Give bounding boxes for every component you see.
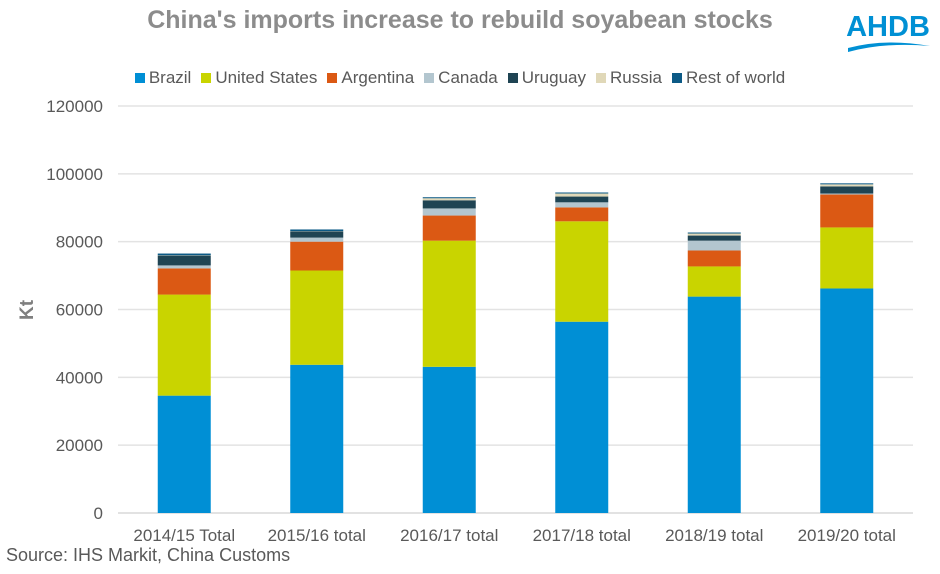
y-tick-label: 120000 xyxy=(46,97,103,116)
legend-item: Rest of world xyxy=(671,68,786,88)
bar-segment-brazil xyxy=(555,321,609,513)
bar-segment-uruguay xyxy=(422,200,476,209)
bar-segment-argentina xyxy=(422,215,476,241)
bar-segment-brazil xyxy=(290,364,344,513)
legend-swatch xyxy=(507,73,518,83)
x-tick-label: 2019/20 total xyxy=(798,526,896,545)
chart-title: China's imports increase to rebuild soya… xyxy=(147,6,773,34)
bar-segment-uruguay xyxy=(157,255,211,266)
y-tick-label: 20000 xyxy=(56,436,103,455)
bar-segment-canada xyxy=(555,202,609,208)
bar-segment-united-states xyxy=(290,270,344,365)
x-tick-label: 2015/16 total xyxy=(268,526,366,545)
legend-label: Uruguay xyxy=(521,68,586,87)
bar-segment-rest-of-world xyxy=(422,197,476,199)
x-tick-label: 2016/17 total xyxy=(400,526,498,545)
legend-item: Russia xyxy=(596,68,662,88)
bar-segment-canada xyxy=(290,237,344,242)
bar-segment-russia xyxy=(422,198,476,201)
bar-segment-united-states xyxy=(820,227,874,289)
legend-item: Argentina xyxy=(327,68,414,88)
legend-label: Argentina xyxy=(341,68,415,87)
y-tick-label: 0 xyxy=(94,504,103,523)
bar-segment-united-states xyxy=(555,221,609,322)
bar-segment-argentina xyxy=(290,241,344,271)
bar-segment-canada xyxy=(820,193,874,195)
bar-segment-argentina xyxy=(157,268,211,295)
bar-segment-rest-of-world xyxy=(555,192,609,194)
source-note: Source: IHS Markit, China Customs xyxy=(6,545,291,565)
bar-segment-argentina xyxy=(555,207,609,222)
bar-segment-uruguay xyxy=(687,235,741,241)
bar-segment-russia xyxy=(555,193,609,197)
legend-item: Uruguay xyxy=(507,68,586,88)
legend-item: United States xyxy=(201,68,317,88)
bar-segment-brazil xyxy=(820,288,874,513)
bar-segment-united-states xyxy=(687,266,741,297)
legend-swatch xyxy=(596,73,606,83)
bar-segment-rest-of-world xyxy=(687,232,741,234)
legend-swatch xyxy=(424,73,435,83)
bar-segment-russia xyxy=(820,184,874,187)
legend-label: United States xyxy=(215,68,318,87)
y-axis-label: Kt xyxy=(17,299,38,320)
y-tick-label: 40000 xyxy=(56,368,103,387)
y-tick-label: 80000 xyxy=(56,233,103,252)
x-tick-label: 2017/18 total xyxy=(533,526,631,545)
y-tick-label: 100000 xyxy=(46,165,103,184)
legend-swatch xyxy=(671,73,682,83)
x-tick-label: 2018/19 total xyxy=(665,526,763,545)
legend-label: Brazil xyxy=(148,68,192,87)
bar-segment-canada xyxy=(687,240,741,251)
bar-segment-canada xyxy=(157,265,211,269)
legend-item: Canada xyxy=(424,68,498,88)
legend-item: Brazil xyxy=(134,68,192,88)
legend: Brazil United States Argentina Canada Urugua… xyxy=(0,68,920,88)
bar-segment-brazil xyxy=(422,366,476,513)
legend-swatch xyxy=(201,73,212,83)
bar-segment-russia xyxy=(687,233,741,236)
y-tick-label: 60000 xyxy=(56,301,103,320)
bar-segment-brazil xyxy=(157,395,211,513)
svg-text:AHDB: AHDB xyxy=(846,11,930,43)
x-tick-label: 2014/15 Total xyxy=(133,526,235,545)
bar-segment-brazil xyxy=(687,296,741,513)
bar-segment-uruguay xyxy=(555,196,609,203)
bar-segment-uruguay xyxy=(290,231,344,238)
bar-segment-uruguay xyxy=(820,186,874,194)
legend-swatch xyxy=(134,73,145,83)
bar-segment-united-states xyxy=(422,240,476,367)
ahdb-logo: AHDB xyxy=(846,11,930,52)
bar-segment-rest-of-world xyxy=(290,229,344,232)
bar-segment-argentina xyxy=(820,194,874,228)
legend-label: Russia xyxy=(610,68,662,87)
legend-swatch xyxy=(327,73,338,83)
bar-segment-rest-of-world xyxy=(157,253,211,256)
bar-segment-canada xyxy=(422,208,476,216)
bar-segment-rest-of-world xyxy=(820,183,874,185)
bar-segment-argentina xyxy=(687,250,741,267)
bar-segment-united-states xyxy=(157,294,211,396)
legend-label: Canada xyxy=(438,68,498,87)
legend-label: Rest of world xyxy=(685,68,786,87)
